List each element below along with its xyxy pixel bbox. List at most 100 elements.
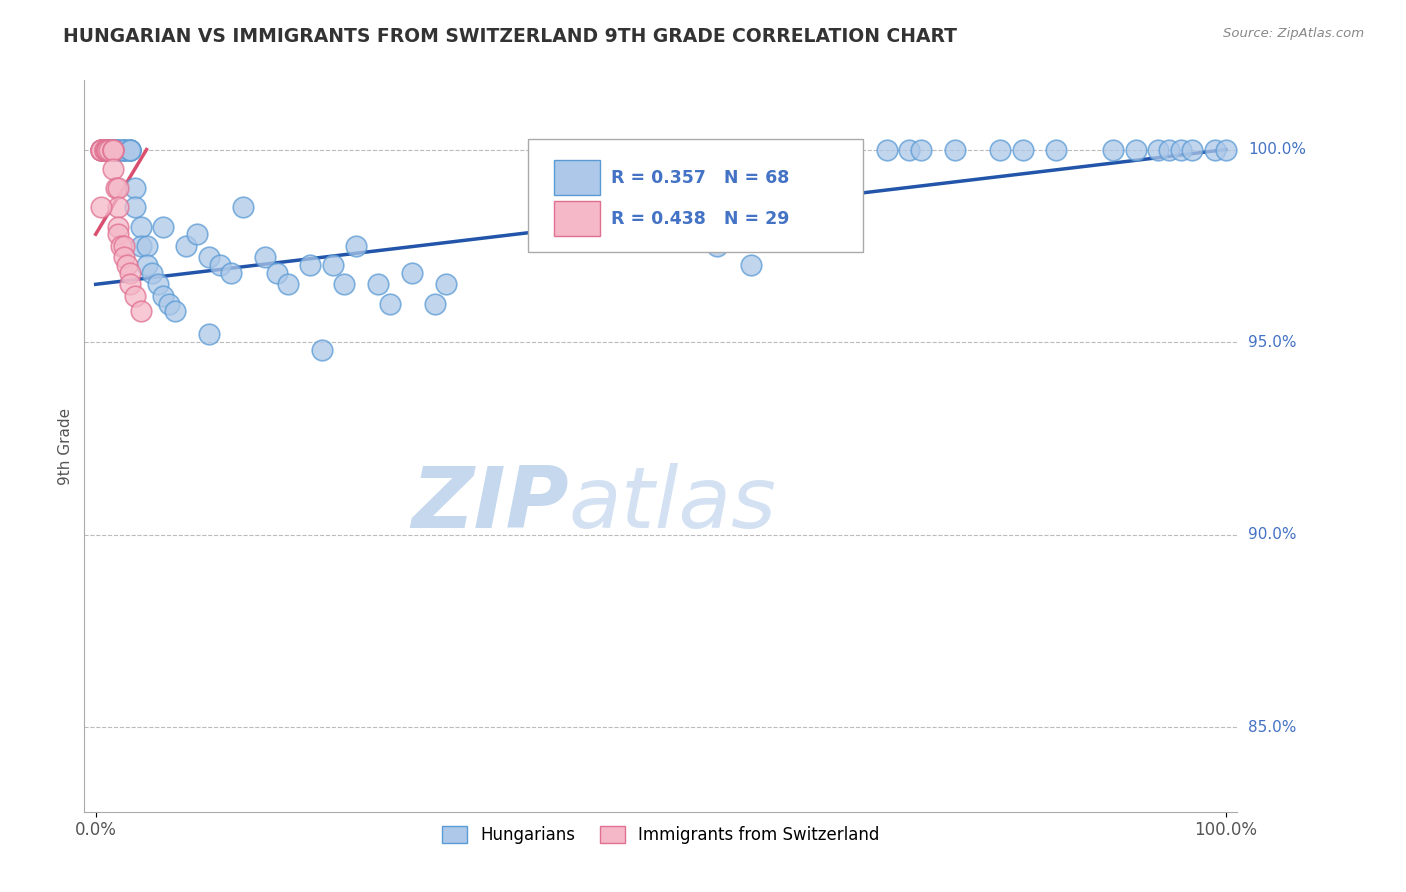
Text: 95.0%: 95.0%: [1249, 334, 1296, 350]
Point: [98, 143, 121, 157]
Point: [208, 258, 231, 272]
Point: [1125, 143, 1147, 157]
Point: [96, 143, 118, 157]
Point: [898, 143, 921, 157]
Point: [112, 143, 135, 157]
Point: [1045, 143, 1067, 157]
Point: [367, 277, 389, 292]
Point: [135, 258, 157, 272]
Point: [112, 143, 135, 157]
Text: R = 0.438   N = 29: R = 0.438 N = 29: [612, 210, 790, 227]
Point: [107, 143, 129, 157]
Point: [1215, 143, 1237, 157]
Point: [101, 143, 124, 157]
Point: [101, 143, 124, 157]
Point: [266, 266, 288, 280]
Point: [101, 143, 124, 157]
Point: [910, 143, 932, 157]
Point: [118, 143, 141, 157]
Point: [101, 143, 124, 157]
Point: [378, 296, 401, 310]
Text: HUNGARIAN VS IMMIGRANTS FROM SWITZERLAND 9TH GRADE CORRELATION CHART: HUNGARIAN VS IMMIGRANTS FROM SWITZERLAND…: [63, 27, 957, 45]
Point: [118, 143, 141, 157]
Point: [1204, 143, 1226, 157]
Point: [112, 143, 135, 157]
Point: [129, 219, 152, 234]
Point: [344, 239, 367, 253]
Point: [277, 277, 299, 292]
Point: [107, 227, 129, 242]
Point: [101, 161, 124, 176]
Point: [90, 143, 112, 157]
Point: [124, 200, 146, 214]
Text: ZIP: ZIP: [411, 463, 568, 546]
Point: [124, 289, 146, 303]
Point: [157, 296, 180, 310]
Point: [311, 343, 333, 357]
Point: [943, 143, 966, 157]
Point: [1011, 143, 1033, 157]
Point: [107, 143, 129, 157]
Point: [112, 143, 135, 157]
Point: [254, 251, 277, 265]
Point: [96, 143, 118, 157]
Point: [101, 143, 124, 157]
Point: [107, 219, 129, 234]
Point: [1102, 143, 1125, 157]
Point: [101, 143, 124, 157]
Point: [988, 143, 1011, 157]
Point: [1147, 143, 1170, 157]
Text: 90.0%: 90.0%: [1249, 527, 1296, 542]
Point: [186, 227, 208, 242]
Point: [174, 239, 197, 253]
Point: [90, 143, 112, 157]
Point: [820, 143, 842, 157]
Point: [163, 304, 186, 318]
Point: [112, 251, 135, 265]
Point: [152, 219, 174, 234]
Point: [110, 239, 132, 253]
Point: [118, 277, 141, 292]
Point: [706, 239, 728, 253]
Text: Source: ZipAtlas.com: Source: ZipAtlas.com: [1223, 27, 1364, 40]
Point: [299, 258, 322, 272]
Point: [1170, 143, 1192, 157]
Point: [129, 304, 152, 318]
Point: [93, 143, 115, 157]
Point: [90, 143, 112, 157]
Point: [124, 181, 146, 195]
Point: [146, 277, 169, 292]
Point: [740, 258, 762, 272]
Point: [107, 143, 129, 157]
Text: 85.0%: 85.0%: [1249, 720, 1296, 734]
Point: [221, 266, 243, 280]
Point: [1181, 143, 1204, 157]
Point: [152, 289, 174, 303]
Point: [118, 143, 141, 157]
Point: [107, 200, 129, 214]
Point: [96, 143, 118, 157]
Text: 100.0%: 100.0%: [1249, 142, 1306, 157]
Point: [118, 143, 141, 157]
Point: [423, 296, 446, 310]
Point: [90, 200, 112, 214]
Text: R = 0.357   N = 68: R = 0.357 N = 68: [612, 169, 790, 186]
Point: [117, 258, 139, 272]
Point: [107, 143, 129, 157]
Point: [129, 239, 152, 253]
Point: [93, 143, 115, 157]
Point: [197, 251, 219, 265]
Point: [1159, 143, 1181, 157]
Legend: Hungarians, Immigrants from Switzerland: Hungarians, Immigrants from Switzerland: [434, 820, 887, 851]
Point: [112, 239, 135, 253]
Point: [434, 277, 457, 292]
Point: [333, 277, 356, 292]
FancyBboxPatch shape: [529, 139, 863, 252]
Point: [90, 143, 112, 157]
Point: [141, 266, 163, 280]
Point: [197, 327, 219, 342]
Point: [96, 143, 118, 157]
Point: [96, 143, 118, 157]
Point: [401, 266, 423, 280]
Point: [322, 258, 344, 272]
